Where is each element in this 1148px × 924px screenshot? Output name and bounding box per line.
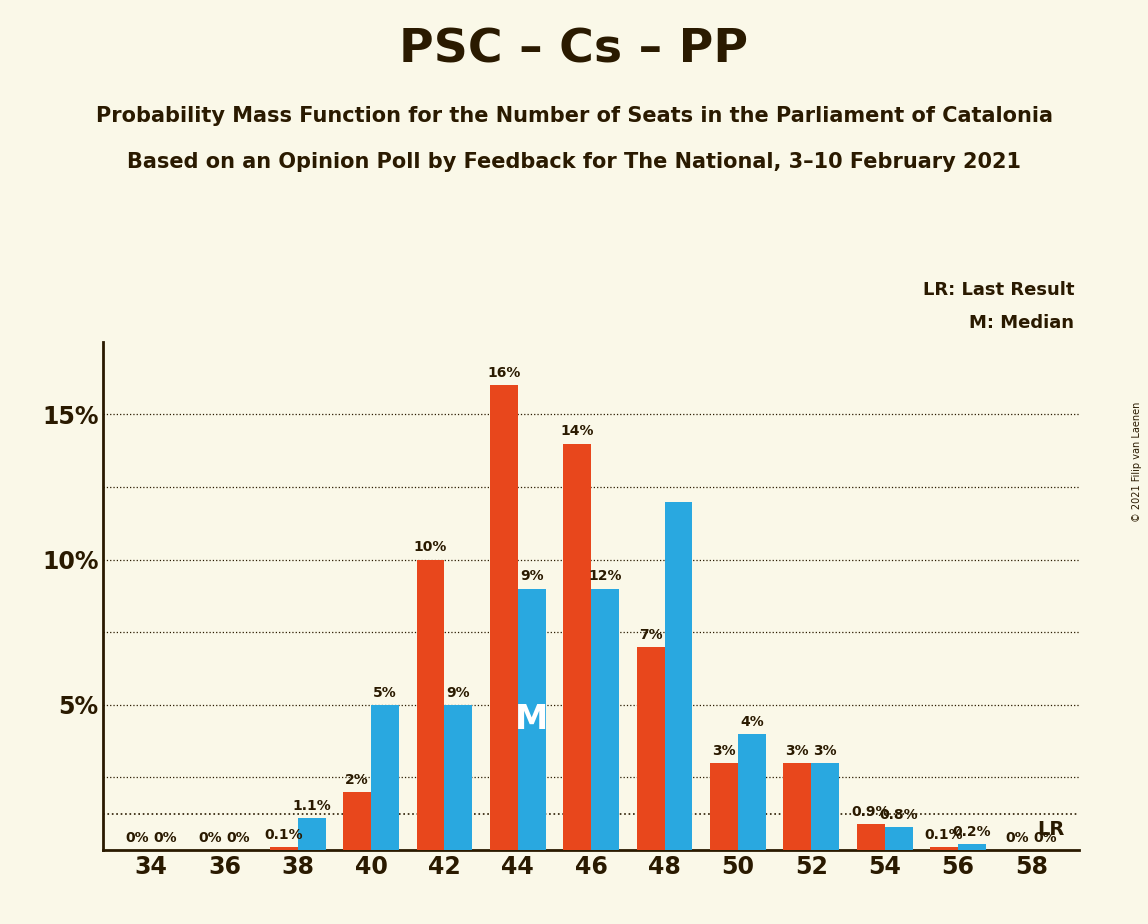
Text: 0.1%: 0.1%	[925, 828, 963, 842]
Bar	[417, 560, 444, 850]
Text: LR: Last Result: LR: Last Result	[923, 281, 1075, 298]
Text: 0%: 0%	[125, 831, 149, 845]
Text: LR: LR	[1037, 820, 1064, 839]
Bar	[297, 818, 326, 850]
Text: 5%: 5%	[373, 686, 397, 699]
Text: M: M	[515, 703, 549, 736]
Text: PSC – Cs – PP: PSC – Cs – PP	[400, 28, 748, 73]
Text: 0.9%: 0.9%	[852, 805, 890, 819]
Text: 0.1%: 0.1%	[264, 828, 303, 842]
Text: 3%: 3%	[814, 744, 837, 758]
Bar	[738, 734, 766, 850]
Bar	[783, 763, 812, 850]
Text: 4%: 4%	[740, 714, 763, 729]
Text: 0%: 0%	[226, 831, 250, 845]
Bar	[444, 705, 472, 850]
Bar	[371, 705, 400, 850]
Bar	[270, 847, 297, 850]
Text: 0%: 0%	[153, 831, 177, 845]
Bar	[665, 502, 692, 850]
Bar	[812, 763, 839, 850]
Bar	[343, 792, 371, 850]
Bar	[564, 444, 591, 850]
Bar	[711, 763, 738, 850]
Bar	[930, 847, 959, 850]
Bar	[637, 647, 665, 850]
Text: 0.2%: 0.2%	[953, 825, 992, 839]
Text: 0%: 0%	[1006, 831, 1030, 845]
Text: M: Median: M: Median	[969, 314, 1075, 332]
Text: © 2021 Filip van Laenen: © 2021 Filip van Laenen	[1132, 402, 1142, 522]
Text: Probability Mass Function for the Number of Seats in the Parliament of Catalonia: Probability Mass Function for the Number…	[95, 106, 1053, 127]
Text: 14%: 14%	[560, 424, 594, 438]
Text: 3%: 3%	[785, 744, 809, 758]
Text: 9%: 9%	[520, 569, 544, 583]
Text: 0.8%: 0.8%	[879, 808, 918, 821]
Text: 12%: 12%	[589, 569, 622, 583]
Bar	[518, 589, 545, 850]
Text: 16%: 16%	[487, 366, 520, 380]
Text: 3%: 3%	[712, 744, 736, 758]
Bar	[856, 824, 885, 850]
Text: 2%: 2%	[346, 772, 369, 786]
Text: 10%: 10%	[414, 541, 448, 554]
Bar	[591, 589, 619, 850]
Text: 7%: 7%	[638, 627, 662, 641]
Bar	[490, 385, 518, 850]
Bar	[959, 845, 986, 850]
Text: 1.1%: 1.1%	[293, 799, 331, 813]
Bar	[885, 827, 913, 850]
Text: 0%: 0%	[1033, 831, 1057, 845]
Text: 9%: 9%	[447, 686, 471, 699]
Text: 0%: 0%	[199, 831, 223, 845]
Text: Based on an Opinion Poll by Feedback for The National, 3–10 February 2021: Based on an Opinion Poll by Feedback for…	[127, 152, 1021, 173]
